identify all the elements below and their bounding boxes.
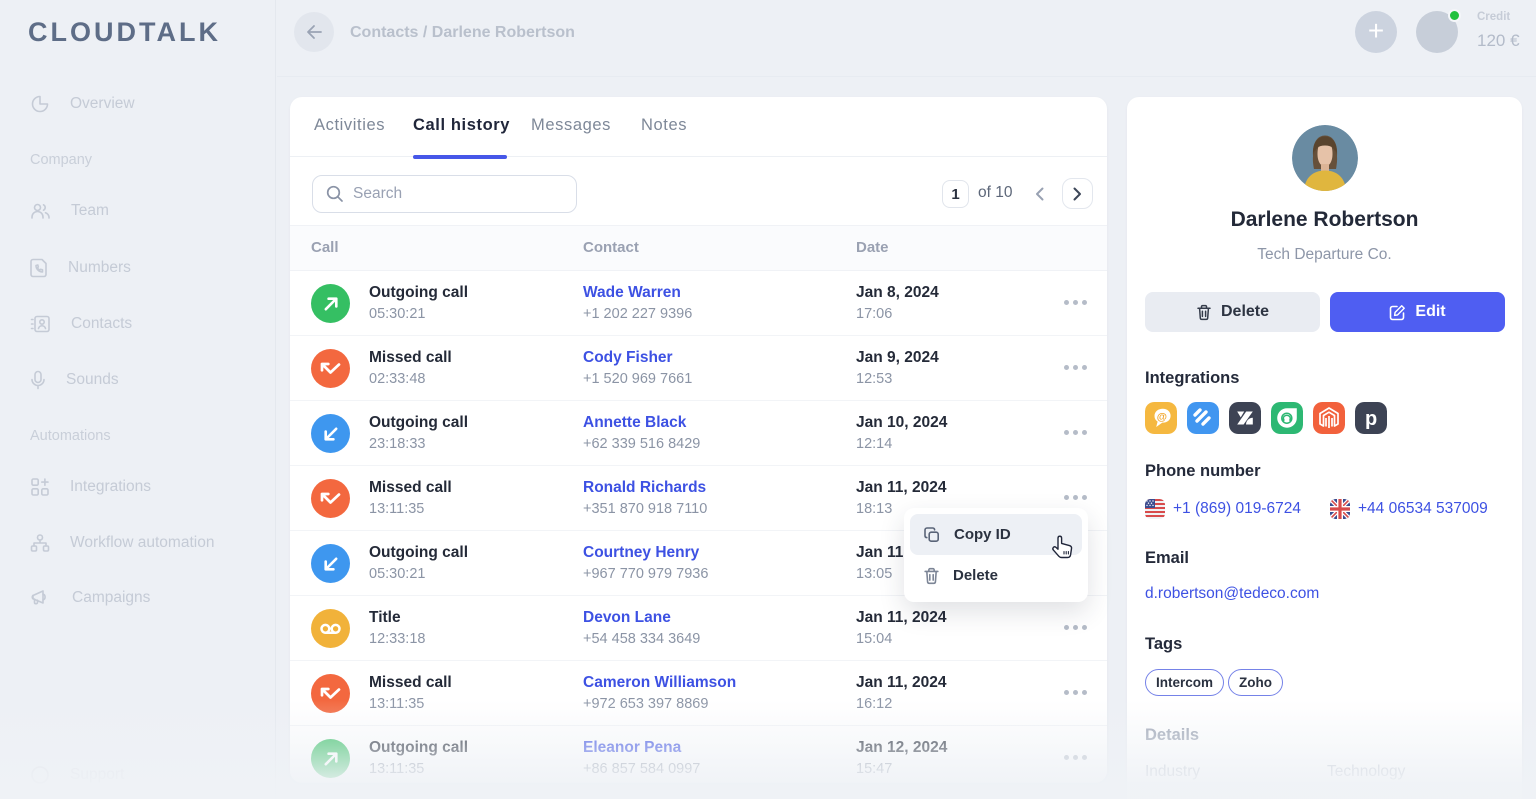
svg-text:@: @ (1157, 411, 1167, 423)
svg-text:p: p (1365, 408, 1377, 430)
